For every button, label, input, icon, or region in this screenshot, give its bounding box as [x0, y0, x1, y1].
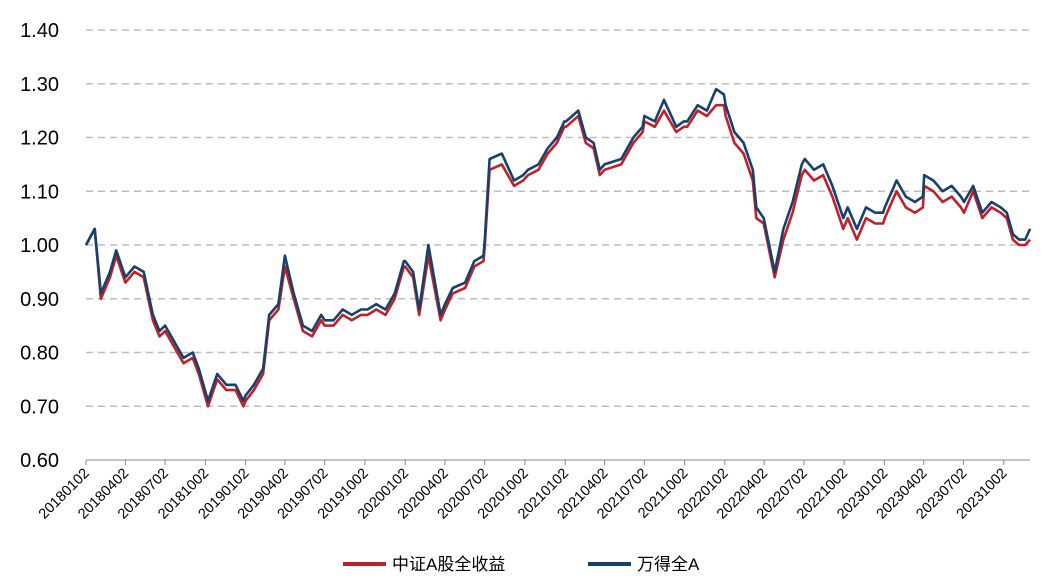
- y-tick-label: 0.60: [20, 450, 59, 472]
- y-tick-label: 1.40: [20, 20, 59, 42]
- y-tick-label: 0.70: [20, 396, 59, 418]
- y-tick-label: 1.10: [20, 181, 59, 203]
- y-tick-label: 1.30: [20, 74, 59, 96]
- legend-item-0: 中证A股全收益: [343, 555, 505, 574]
- series-lines: [84, 87, 1032, 408]
- y-tick-label: 1.20: [20, 128, 59, 150]
- y-axis-tick-labels: 0.60 0.70 0.80 0.90 1.00 1.10 1.20 1.30 1.40: [20, 20, 59, 472]
- y-tick-label: 1.00: [20, 235, 59, 257]
- legend-label-1: 万得全A: [637, 555, 700, 574]
- series-line-1: [84, 87, 1032, 403]
- gridlines: [86, 29, 1030, 408]
- legend-label-0: 中证A股全收益: [392, 555, 505, 574]
- y-tick-label: 0.80: [20, 343, 59, 365]
- x-axis-ticks: 2018010220180402201807022018100220190102…: [36, 460, 1011, 522]
- y-tick-label: 0.90: [20, 289, 59, 311]
- legend: 中证A股全收益 万得全A: [343, 555, 700, 574]
- legend-item-1: 万得全A: [588, 555, 700, 574]
- series-line-0: [84, 103, 1031, 408]
